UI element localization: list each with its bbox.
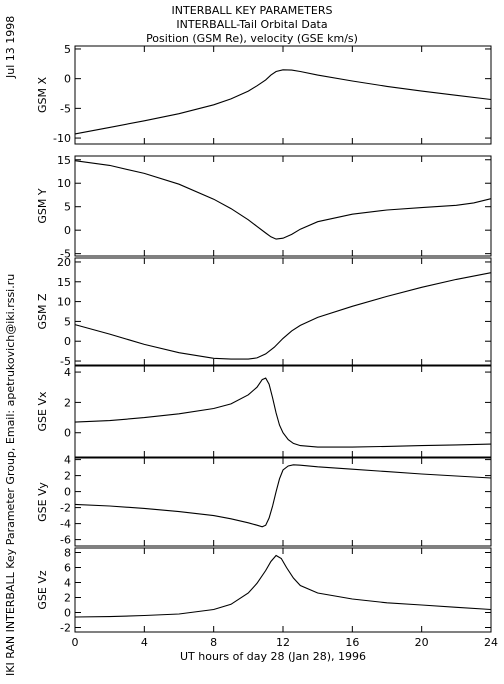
panel-frame-4 xyxy=(74,365,492,458)
y-tick-label: 0 xyxy=(64,335,71,348)
panel-frame-2 xyxy=(74,155,492,257)
y-axis-label: GSM X xyxy=(36,77,49,113)
y-tick-label: 5 xyxy=(64,43,71,56)
y-tick-label: 5 xyxy=(64,315,71,328)
panel-frame-1 xyxy=(74,45,492,145)
y-tick-label: 0 xyxy=(64,224,71,237)
y-tick-label: 10 xyxy=(57,296,71,309)
chart-subtitle: INTERBALL-Tail Orbital Data xyxy=(176,18,328,31)
series-line-6 xyxy=(74,554,492,618)
y-tick-label: 6 xyxy=(64,562,71,575)
y-tick-label: 4 xyxy=(64,454,71,467)
y-tick-label: -2 xyxy=(60,502,71,515)
y-tick-label: 2 xyxy=(64,592,71,605)
y-tick-label: 0 xyxy=(64,486,71,499)
y-tick-label: 15 xyxy=(57,154,71,167)
y-tick-label: -4 xyxy=(60,518,71,531)
series-line-4 xyxy=(74,377,492,448)
series-line-2 xyxy=(74,160,492,240)
x-tick-label: 20 xyxy=(415,636,429,649)
y-tick-label: 0 xyxy=(64,73,71,86)
x-tick-label: 12 xyxy=(276,636,290,649)
y-axis-label: GSM Y xyxy=(36,188,49,223)
x-tick-label: 24 xyxy=(484,636,498,649)
y-tick-label: 2 xyxy=(64,396,71,409)
y-tick-label: -10 xyxy=(53,132,71,145)
y-tick-label: 10 xyxy=(57,177,71,190)
y-tick-label: 8 xyxy=(64,547,71,560)
y-tick-label: 4 xyxy=(64,366,71,379)
y-tick-label: 2 xyxy=(64,470,71,483)
x-tick-label: 4 xyxy=(141,636,148,649)
y-tick-label: 15 xyxy=(57,276,71,289)
panel-frame-3 xyxy=(74,257,492,366)
y-axis-label: GSE Vz xyxy=(36,570,49,609)
series-line-3 xyxy=(74,272,492,360)
x-axis-label: UT hours of day 28 (Jan 28), 1996 xyxy=(180,650,366,663)
series-line-5 xyxy=(74,464,492,528)
series-line-1 xyxy=(74,69,492,135)
y-tick-label: 5 xyxy=(64,201,71,214)
y-tick-label: 0 xyxy=(64,607,71,620)
y-axis-label: GSE Vx xyxy=(36,391,49,431)
y-tick-label: -5 xyxy=(60,355,71,368)
chart-subtitle-2: Position (GSM Re), velocity (GSE km/s) xyxy=(146,32,358,45)
x-tick-label: 0 xyxy=(72,636,79,649)
y-tick-label: 20 xyxy=(57,256,71,269)
y-tick-label: -2 xyxy=(60,622,71,635)
x-tick-label: 16 xyxy=(345,636,359,649)
x-tick-label: 8 xyxy=(210,636,217,649)
y-tick-label: 0 xyxy=(64,427,71,440)
y-tick-label: 4 xyxy=(64,577,71,590)
y-tick-label: -5 xyxy=(60,102,71,115)
y-axis-label: GSE Vy xyxy=(36,482,49,522)
chart-title: INTERBALL KEY PARAMETERS xyxy=(171,4,333,17)
y-tick-label: -6 xyxy=(60,534,71,547)
y-tick-label: -5 xyxy=(60,248,71,261)
y-axis-label: GSM Z xyxy=(36,293,49,329)
